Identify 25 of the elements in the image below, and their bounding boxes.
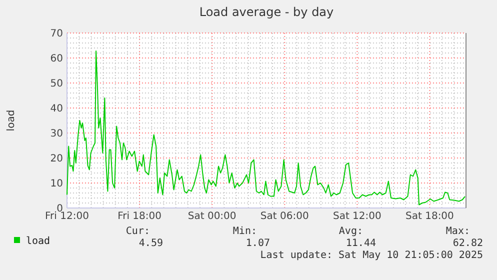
x-tick-label: Sat 12:00 bbox=[332, 211, 382, 222]
x-tick-label: Fri 18:00 bbox=[118, 211, 162, 222]
y-tick-label: 70 bbox=[50, 28, 63, 40]
text: Max: bbox=[446, 226, 470, 237]
line-series bbox=[66, 50, 466, 206]
text: 4.59 bbox=[138, 238, 163, 249]
text: Last update: Sat May 10 21:05:00 2025 bbox=[260, 250, 483, 261]
text: 62.82 bbox=[452, 238, 483, 249]
y-tick-label: 60 bbox=[50, 54, 63, 64]
y-tick-label: 10 bbox=[50, 178, 63, 190]
text: 11.44 bbox=[346, 238, 376, 249]
y-tick-label: 40 bbox=[50, 104, 63, 114]
text: Avg: bbox=[338, 226, 363, 237]
x-tick-label: Sat 18:00 bbox=[406, 211, 454, 222]
y-axis-title: load bbox=[6, 110, 17, 132]
y-tick-label: 30 bbox=[50, 128, 63, 140]
text: Cur: bbox=[126, 226, 150, 237]
x-tick-label: Sat 06:00 bbox=[260, 211, 309, 222]
y-tick-label: 50 bbox=[50, 78, 63, 90]
chart-title: Load average - by day bbox=[199, 5, 334, 19]
text: 1.07 bbox=[246, 238, 270, 249]
x-tick-label: Sat 00:00 bbox=[188, 211, 236, 222]
legend-label: load bbox=[26, 236, 50, 247]
text: Min: bbox=[232, 226, 257, 237]
y-tick-label: 20 bbox=[50, 154, 63, 164]
